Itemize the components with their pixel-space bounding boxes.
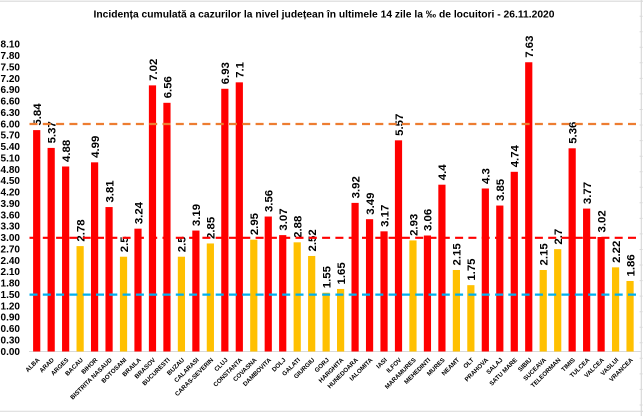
svg-text:0.30: 0.30	[1, 335, 21, 346]
svg-text:3.85: 3.85	[495, 178, 507, 201]
svg-text:1.65: 1.65	[336, 262, 348, 285]
svg-text:2.15: 2.15	[539, 243, 551, 266]
svg-text:0.90: 0.90	[1, 313, 21, 324]
svg-text:6.60: 6.60	[1, 97, 21, 108]
svg-text:7.50: 7.50	[1, 62, 21, 73]
svg-text:3.92: 3.92	[350, 176, 362, 198]
svg-text:6.56: 6.56	[162, 76, 174, 98]
svg-text:2.52: 2.52	[307, 229, 319, 251]
svg-text:7.63: 7.63	[524, 36, 536, 58]
svg-text:5.70: 5.70	[1, 131, 21, 142]
svg-text:2.85: 2.85	[206, 216, 218, 239]
svg-text:Incidența cumulată a cazurilor: Incidența cumulată a cazurilor la nivel …	[94, 10, 556, 21]
svg-text:7.02: 7.02	[148, 59, 160, 81]
svg-text:8.10: 8.10	[1, 40, 21, 51]
svg-text:3.49: 3.49	[365, 193, 377, 215]
svg-text:2.5: 2.5	[177, 236, 189, 252]
svg-text:2.88: 2.88	[293, 216, 305, 238]
svg-text:6.93: 6.93	[220, 62, 232, 84]
svg-text:4.20: 4.20	[1, 188, 21, 199]
svg-text:2.93: 2.93	[408, 214, 420, 236]
svg-text:1.75: 1.75	[466, 258, 478, 281]
svg-text:3.90: 3.90	[1, 199, 21, 210]
svg-text:4.88: 4.88	[61, 140, 73, 162]
svg-text:4.74: 4.74	[510, 144, 522, 167]
svg-text:3.77: 3.77	[582, 182, 594, 204]
svg-text:1.86: 1.86	[625, 254, 637, 276]
svg-text:2.22: 2.22	[611, 241, 623, 263]
svg-text:3.56: 3.56	[264, 190, 276, 212]
svg-text:1.80: 1.80	[1, 279, 21, 290]
svg-text:3.60: 3.60	[1, 210, 21, 221]
svg-text:1.20: 1.20	[1, 301, 21, 312]
svg-text:6.90: 6.90	[1, 85, 21, 96]
svg-text:3.17: 3.17	[379, 205, 391, 227]
svg-text:2.78: 2.78	[75, 219, 87, 241]
svg-text:2.40: 2.40	[1, 256, 21, 267]
svg-text:2.10: 2.10	[1, 267, 21, 278]
svg-text:7.20: 7.20	[1, 74, 21, 85]
svg-text:1.50: 1.50	[1, 290, 21, 301]
svg-text:3.02: 3.02	[596, 210, 608, 232]
svg-text:4.3: 4.3	[481, 168, 493, 184]
svg-text:5.57: 5.57	[394, 114, 406, 136]
svg-text:2.70: 2.70	[1, 244, 21, 255]
svg-text:3.06: 3.06	[423, 209, 435, 231]
svg-text:7.80: 7.80	[1, 51, 21, 62]
svg-text:3.81: 3.81	[104, 180, 116, 203]
svg-text:0.60: 0.60	[1, 324, 21, 335]
svg-text:6.00: 6.00	[1, 119, 21, 130]
svg-text:4.80: 4.80	[1, 165, 21, 176]
svg-text:5.84: 5.84	[32, 103, 44, 126]
svg-text:2.15: 2.15	[452, 243, 464, 266]
svg-text:6.30: 6.30	[1, 108, 21, 119]
svg-text:3.19: 3.19	[191, 204, 203, 226]
svg-text:7.1: 7.1	[235, 61, 247, 77]
svg-text:3.00: 3.00	[1, 233, 21, 244]
svg-text:2.5: 2.5	[119, 236, 131, 252]
svg-text:5.10: 5.10	[1, 153, 21, 164]
svg-text:4.99: 4.99	[90, 136, 102, 158]
svg-text:1.55: 1.55	[321, 265, 333, 288]
svg-text:2.95: 2.95	[249, 212, 261, 235]
svg-text:5.37: 5.37	[46, 121, 58, 143]
svg-text:3.07: 3.07	[278, 208, 290, 230]
svg-text:4.4: 4.4	[437, 164, 449, 180]
svg-text:2.7: 2.7	[553, 229, 565, 245]
svg-text:4.50: 4.50	[1, 176, 21, 187]
svg-text:3.30: 3.30	[1, 222, 21, 233]
svg-text:0.00: 0.00	[1, 347, 21, 358]
svg-text:5.36: 5.36	[567, 122, 579, 144]
svg-text:3.24: 3.24	[133, 201, 145, 224]
svg-text:5.40: 5.40	[1, 142, 21, 153]
